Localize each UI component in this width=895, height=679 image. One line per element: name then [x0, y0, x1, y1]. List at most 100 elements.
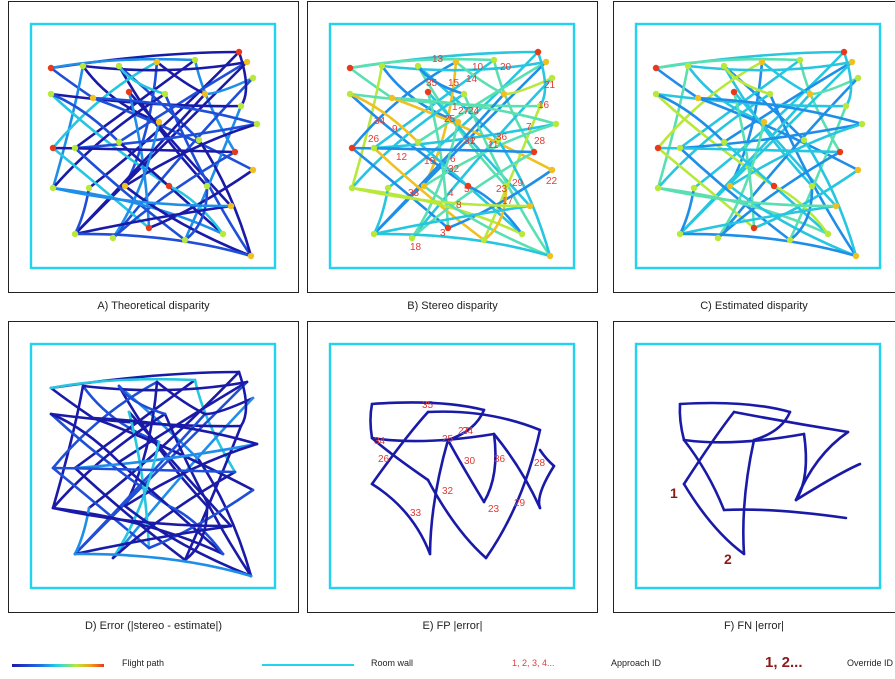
plot-a	[29, 22, 277, 270]
approach-id-label: 33	[410, 508, 422, 519]
approach-id-label: 30	[464, 456, 476, 467]
flight-segment	[446, 168, 554, 230]
turn-marker	[526, 202, 534, 210]
turn-marker	[852, 252, 860, 260]
turn-marker	[548, 166, 556, 174]
flight-segment	[123, 184, 253, 258]
approach-id-label: 22	[546, 176, 558, 187]
flight-segment	[416, 64, 500, 142]
panel-c	[613, 1, 895, 293]
turn-marker	[654, 184, 662, 192]
approach-id-label: 26	[378, 454, 390, 465]
room-wall	[328, 342, 576, 590]
flight-segment	[73, 506, 91, 556]
flight-segment	[73, 146, 187, 242]
flight-segment	[73, 204, 233, 236]
flight-segment	[350, 186, 524, 236]
turn-marker	[690, 184, 698, 192]
turn-marker	[848, 58, 856, 66]
turn-marker	[424, 88, 432, 96]
turn-marker	[502, 182, 510, 190]
approach-id-label: 25	[442, 434, 454, 445]
flight-segment	[788, 104, 848, 242]
turn-marker	[47, 90, 55, 98]
override-id-label: Override ID	[847, 658, 894, 668]
approach-id-label: 32	[442, 486, 454, 497]
flight-segment	[111, 120, 161, 240]
flight-segment	[742, 438, 756, 556]
turn-marker	[548, 74, 556, 82]
flight-segment	[51, 384, 85, 510]
flight-segment	[536, 50, 547, 108]
turn-marker	[832, 202, 840, 210]
room-wall-swatch	[262, 664, 354, 666]
turn-marker	[253, 120, 261, 128]
flight-segment	[51, 186, 233, 208]
flight-segment	[728, 184, 858, 258]
approach-id-label: 33	[408, 188, 420, 199]
approach-id-label: 19	[424, 156, 436, 167]
flight-segment	[732, 410, 850, 434]
flight-segment	[237, 50, 248, 108]
approach-id-label: 3	[440, 228, 446, 239]
flight-segment	[538, 448, 556, 468]
approach-id-label: 20	[500, 62, 512, 73]
flight-segment	[416, 60, 548, 144]
flight-segment	[654, 66, 700, 100]
approach-id-label: 18	[410, 242, 422, 253]
flight-paths	[369, 401, 556, 560]
plot-d	[29, 342, 277, 590]
turn-marker	[654, 144, 662, 152]
flight-segment	[163, 412, 253, 578]
approach-id-label: 8	[456, 200, 462, 211]
room-wall	[634, 342, 882, 590]
turn-marker	[480, 236, 488, 244]
turn-marker	[47, 64, 55, 72]
turn-marker	[346, 64, 354, 72]
flight-segment	[183, 184, 209, 242]
turn-marker	[676, 144, 684, 152]
flight-segment	[237, 370, 248, 428]
turn-marker	[237, 102, 245, 110]
flight-segment	[410, 120, 460, 240]
flight-segment	[788, 184, 814, 242]
turn-marker	[854, 74, 862, 82]
approach-id-label: Approach ID	[611, 658, 662, 668]
flight-segment	[348, 92, 420, 144]
turn-marker	[796, 56, 804, 64]
approach-id-label: 28	[534, 136, 546, 147]
flight-segment	[678, 232, 858, 258]
turn-marker	[806, 90, 814, 98]
turn-marker	[808, 182, 816, 190]
override-id-sample: 1, 2...	[765, 654, 803, 671]
turn-marker	[249, 166, 257, 174]
turn-marker	[730, 88, 738, 96]
flight-segment	[49, 412, 121, 464]
turn-marker	[155, 118, 163, 126]
flight-segment	[91, 416, 259, 446]
flight-segment	[682, 410, 736, 486]
approach-id-label: 5	[464, 184, 470, 195]
flight-segment	[348, 66, 394, 100]
flight-segment	[410, 150, 536, 240]
flight-segment	[49, 92, 121, 144]
approach-id-label: 36	[494, 454, 506, 465]
approach-id-label: 9	[392, 124, 398, 135]
flight-segment	[73, 442, 259, 470]
caption-a: A) Theoretical disparity	[97, 300, 210, 312]
approach-id-label: 4	[448, 188, 454, 199]
flight-segment	[51, 506, 225, 556]
flight-segment	[73, 232, 253, 258]
flight-segment	[426, 478, 488, 560]
turn-marker	[115, 62, 123, 70]
flight-segment	[728, 122, 864, 188]
approach-id-label: 14	[466, 74, 478, 85]
flight-segment	[760, 60, 812, 96]
turn-marker	[536, 102, 544, 110]
flight-segment	[696, 96, 864, 126]
approach-id-label: 23	[496, 184, 508, 195]
flight-segment	[51, 64, 85, 190]
flight-paths	[652, 48, 866, 260]
approach-id-label: 24	[462, 426, 474, 437]
